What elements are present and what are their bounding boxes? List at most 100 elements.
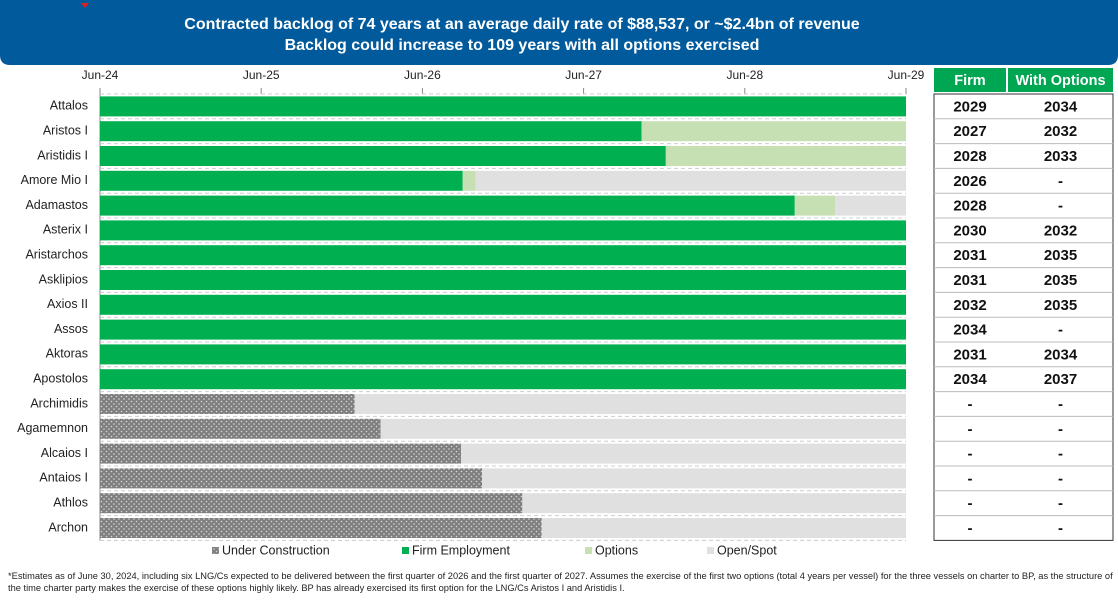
legend-swatch	[707, 547, 714, 554]
legend-swatch	[402, 547, 409, 554]
table-cell: 2026	[953, 173, 986, 190]
bar-segment	[100, 319, 906, 340]
bar-segment	[100, 195, 795, 216]
x-tick-label: Jun-25	[243, 68, 280, 82]
bar-segment	[100, 294, 906, 315]
bar-segment	[100, 220, 906, 241]
table-cell: -	[968, 421, 973, 438]
table-cell: 2034	[953, 322, 987, 339]
x-tick-label: Jun-24	[82, 68, 119, 82]
table-header: With Options	[1015, 73, 1105, 89]
legend-label: Open/Spot	[717, 543, 777, 557]
table-cell: -	[968, 495, 973, 512]
table-cell: -	[1058, 520, 1063, 537]
table-cell: -	[968, 446, 973, 463]
bar-segment	[641, 121, 906, 142]
bar-segment	[100, 369, 906, 390]
table-cell: -	[1058, 495, 1063, 512]
marker	[81, 3, 89, 8]
bar-segment	[482, 468, 906, 489]
bar-segment	[835, 195, 906, 216]
footnote: *Estimates as of June 30, 2024, includin…	[8, 571, 1113, 593]
header-banner	[0, 0, 1118, 65]
y-tick-label: Archimidis	[30, 396, 88, 410]
y-tick-label: Axios II	[47, 297, 88, 311]
chart: Contracted backlog of 74 years at an ave…	[0, 0, 1118, 557]
table-cell: -	[968, 396, 973, 413]
table-cell: -	[1058, 198, 1063, 215]
table-cell: -	[1058, 322, 1063, 339]
table-header: Firm	[954, 73, 985, 89]
table-cell: -	[1058, 470, 1063, 487]
bar-segment	[475, 170, 906, 191]
table-cell: 2037	[1044, 371, 1077, 388]
bar-segment	[380, 418, 906, 439]
title: Contracted backlog of 74 years at an ave…	[184, 16, 860, 33]
bar-segment	[100, 245, 906, 266]
table-cell: 2032	[1044, 123, 1077, 140]
bar-segment	[461, 443, 906, 464]
table-cell: 2027	[953, 123, 986, 140]
table-cell: 2028	[953, 148, 986, 165]
bar-segment	[100, 418, 381, 439]
y-tick-label: Assos	[54, 322, 88, 336]
table-cell: 2031	[953, 272, 986, 289]
bar-segment	[462, 170, 476, 191]
x-tick-label: Jun-29	[888, 68, 925, 82]
x-tick-label: Jun-26	[404, 68, 441, 82]
table-header-cell	[934, 68, 1006, 92]
y-tick-label: Alcaios I	[41, 446, 88, 460]
y-tick-label: Agamemnon	[17, 421, 88, 435]
x-tick-label: Jun-28	[726, 68, 763, 82]
legend-swatch	[585, 547, 592, 554]
y-tick-label: Antaios I	[39, 471, 88, 485]
legend-label: Options	[595, 543, 638, 557]
bar-segment	[100, 493, 523, 514]
legend-swatch	[212, 547, 219, 554]
bar-segment	[100, 443, 462, 464]
bar-segment	[100, 170, 463, 191]
y-tick-label: Asterix I	[43, 223, 88, 237]
bar-segment	[665, 146, 906, 166]
bar-segment	[100, 96, 906, 117]
bar-segment	[100, 344, 906, 365]
table-cell: -	[1058, 396, 1063, 413]
table-cell: 2035	[1044, 247, 1077, 264]
table-cell: -	[968, 520, 973, 537]
y-tick-label: Athlos	[53, 495, 88, 509]
bar-segment	[100, 394, 355, 414]
bar-segment	[100, 468, 483, 489]
table-cell: 2028	[953, 198, 986, 215]
table-cell: 2035	[1044, 272, 1077, 289]
table-cell: -	[1058, 173, 1063, 190]
table-cell: 2032	[953, 297, 986, 314]
y-tick-label: Attalos	[50, 99, 88, 113]
legend-label: Under Construction	[222, 543, 330, 557]
table-cell: 2033	[1044, 148, 1077, 165]
table-cell: 2030	[953, 222, 986, 239]
y-tick-label: Asklipios	[39, 272, 88, 286]
table-header-cell	[1008, 68, 1113, 92]
y-tick-label: Adamastos	[25, 198, 88, 212]
table-cell: 2031	[953, 247, 986, 264]
y-tick-label: Archon	[48, 520, 88, 534]
bar-segment	[100, 270, 906, 290]
y-tick-label: Aktoras	[46, 347, 88, 361]
y-tick-label: Aristidis I	[37, 148, 88, 162]
table-cell: 2029	[953, 98, 986, 115]
y-tick-label: Aristarchos	[25, 247, 88, 261]
table-cell: 2034	[1044, 98, 1078, 115]
subtitle: Backlog could increase to 109 years with…	[285, 37, 760, 54]
table-cell: 2034	[953, 371, 987, 388]
table-cell: 2032	[1044, 222, 1077, 239]
bar-segment	[100, 121, 642, 142]
legend-label: Firm Employment	[412, 543, 510, 557]
table-cell: 2034	[1044, 346, 1078, 363]
y-tick-label: Aristos I	[43, 123, 88, 137]
table-cell: -	[1058, 446, 1063, 463]
bar-segment	[522, 493, 906, 514]
table-cell: 2035	[1044, 297, 1077, 314]
table-cell: 2031	[953, 346, 986, 363]
x-tick-label: Jun-27	[565, 68, 602, 82]
